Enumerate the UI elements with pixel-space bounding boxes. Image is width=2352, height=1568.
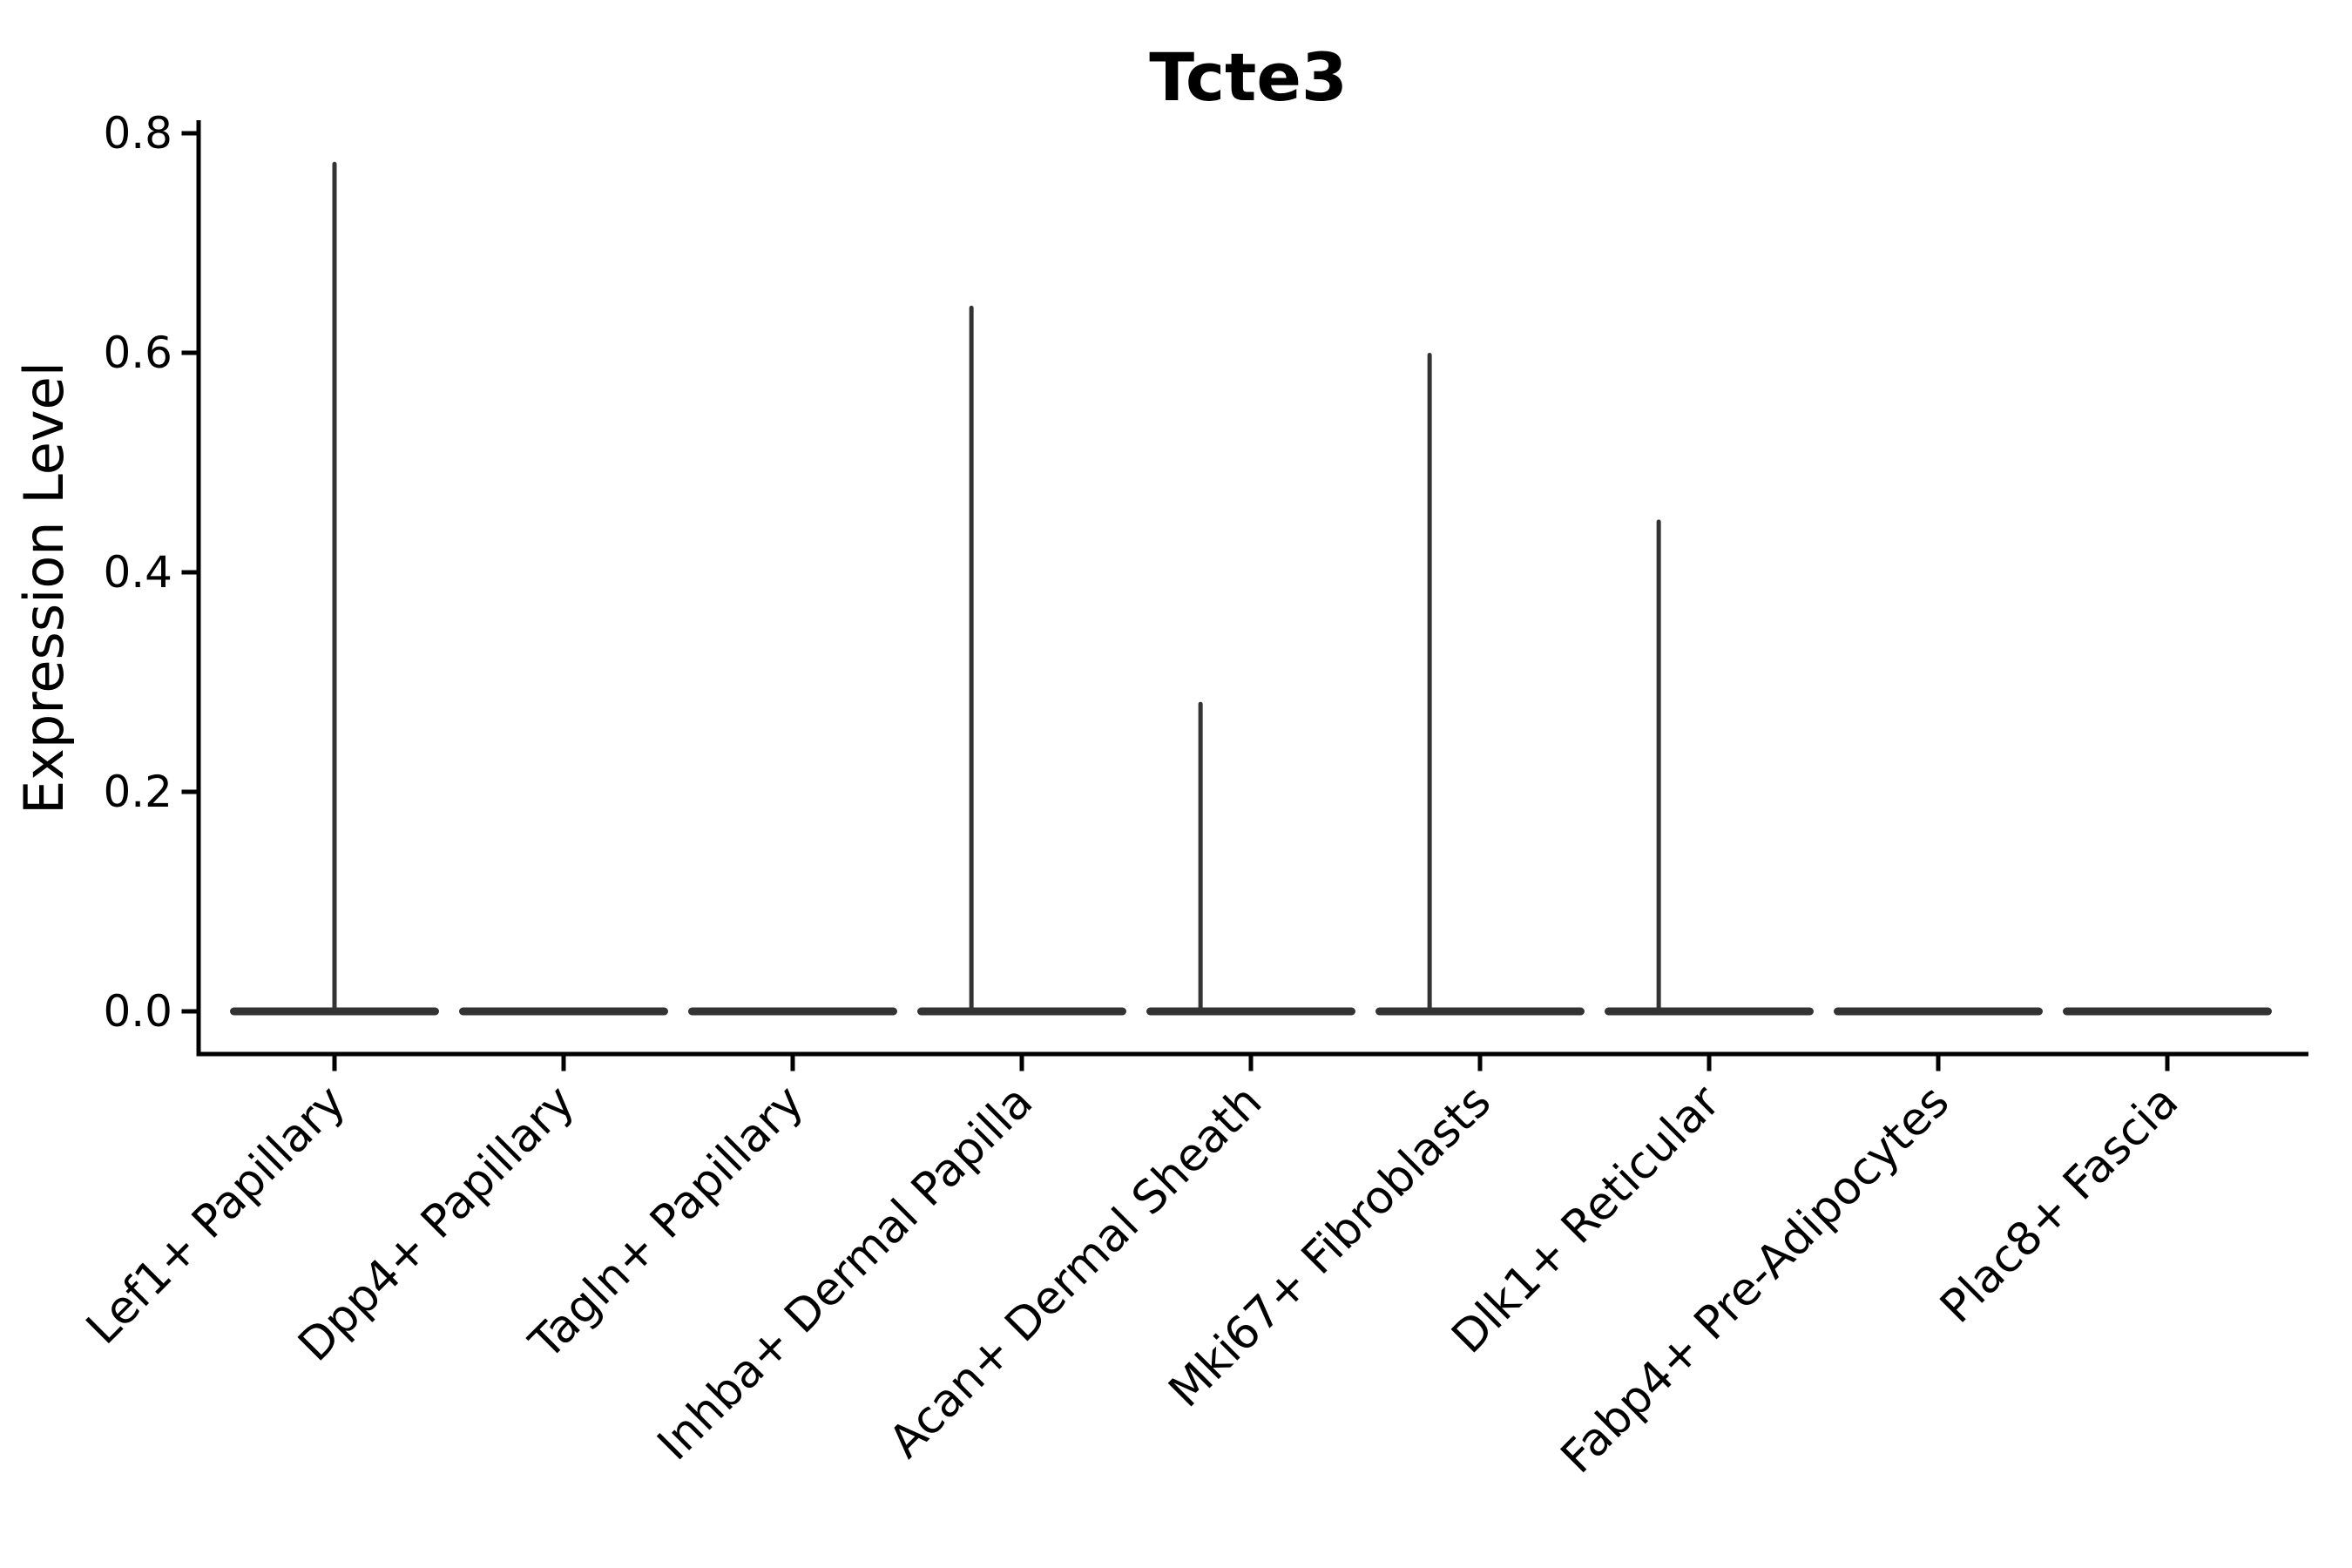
violin [459,1007,668,1016]
violin-base [688,1007,897,1016]
y-tick-label: 0.2 [103,767,172,817]
x-tick-label: Inhba+ Dermal Papilla [648,1076,1043,1470]
y-tick-label: 0.4 [103,547,172,598]
y-tick-label: 0.0 [103,986,172,1037]
violin [2063,1007,2272,1016]
violin [230,161,439,1016]
violin [1146,701,1355,1016]
x-tick-label: Acan+ Dermal Sheath [880,1076,1273,1469]
chart-title: Tcte3 [1149,38,1348,116]
violin-base [1375,1007,1585,1016]
violin-base [2063,1007,2272,1016]
x-tick-label: Plac8+ Fascia [1930,1076,2188,1334]
y-axis-label: Expression Level [12,362,76,814]
y-tick-label: 0.8 [103,108,172,159]
violin [917,305,1126,1016]
violin [1375,353,1585,1016]
y-tick-label: 0.6 [103,328,172,378]
violin-base [1834,1007,2043,1016]
x-tick-label: Fabp4+ Pre-Adipocytes [1551,1076,1959,1484]
violins [230,161,2272,1016]
violin [1834,1007,2043,1016]
violin-base [1605,1007,1814,1016]
violin-base [1146,1007,1355,1016]
violin [1605,519,1814,1016]
violin-base [917,1007,1126,1016]
violin [688,1007,897,1016]
violin-base [459,1007,668,1016]
